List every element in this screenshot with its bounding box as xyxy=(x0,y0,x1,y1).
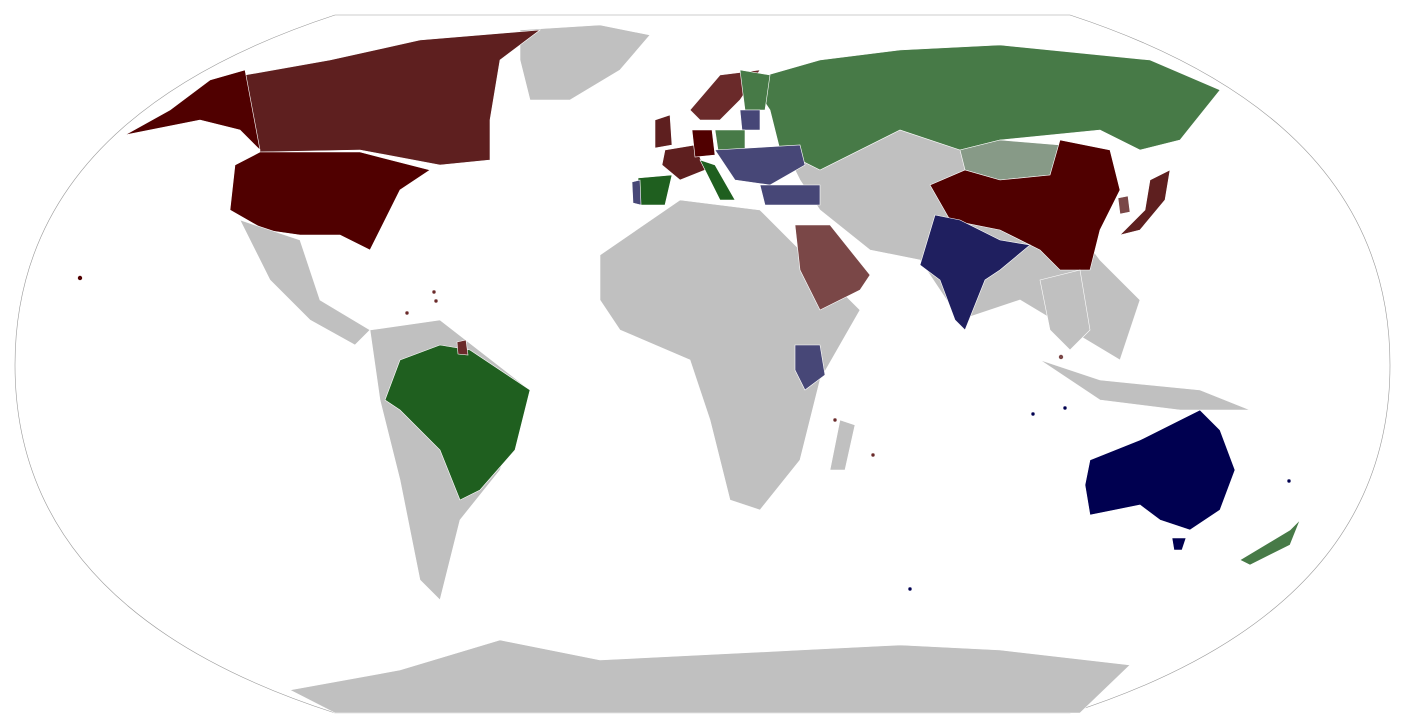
italy[interactable] xyxy=(699,159,736,201)
france[interactable] xyxy=(661,144,706,181)
island-norfolk[interactable] xyxy=(1286,478,1292,484)
island-heard[interactable] xyxy=(907,586,913,592)
mexico-central-america[interactable] xyxy=(239,219,371,346)
china[interactable] xyxy=(929,139,1121,271)
antarctica[interactable] xyxy=(289,639,1131,714)
island-caribbean-1[interactable] xyxy=(431,289,437,295)
madagascar[interactable] xyxy=(829,419,856,471)
finland[interactable] xyxy=(739,69,771,111)
baltics[interactable] xyxy=(739,109,761,131)
hawaii[interactable] xyxy=(77,275,83,281)
island-cocos[interactable] xyxy=(1030,411,1036,417)
eastern-europe[interactable] xyxy=(714,144,806,186)
indonesia[interactable] xyxy=(1039,359,1251,411)
africa[interactable] xyxy=(599,199,861,511)
island-christmas[interactable] xyxy=(1062,405,1068,411)
island-andaman[interactable] xyxy=(1058,354,1064,360)
south-korea[interactable] xyxy=(1117,195,1131,215)
island-caribbean-2[interactable] xyxy=(433,298,439,304)
land-layer xyxy=(77,24,1301,714)
kenya[interactable] xyxy=(794,344,826,391)
portugal[interactable] xyxy=(631,179,642,206)
island-reunion[interactable] xyxy=(870,452,876,458)
united-states[interactable] xyxy=(229,151,431,251)
japan[interactable] xyxy=(1119,169,1171,236)
southeast-asia[interactable] xyxy=(1039,269,1091,351)
turkey[interactable] xyxy=(759,184,821,206)
saudi-arabia[interactable] xyxy=(794,224,871,311)
island-indian-ocean-1[interactable] xyxy=(832,417,838,423)
australia[interactable] xyxy=(1084,409,1236,531)
canada[interactable] xyxy=(244,29,542,166)
alaska[interactable] xyxy=(124,69,261,151)
poland[interactable] xyxy=(714,129,746,151)
island-caribbean-3[interactable] xyxy=(404,310,410,316)
tasmania[interactable] xyxy=(1171,537,1187,551)
germany[interactable] xyxy=(691,129,716,158)
greenland[interactable] xyxy=(519,24,651,101)
new-zealand[interactable] xyxy=(1239,519,1301,566)
united-kingdom[interactable] xyxy=(654,114,673,149)
india[interactable] xyxy=(919,214,1031,331)
french-guiana[interactable] xyxy=(456,339,469,356)
